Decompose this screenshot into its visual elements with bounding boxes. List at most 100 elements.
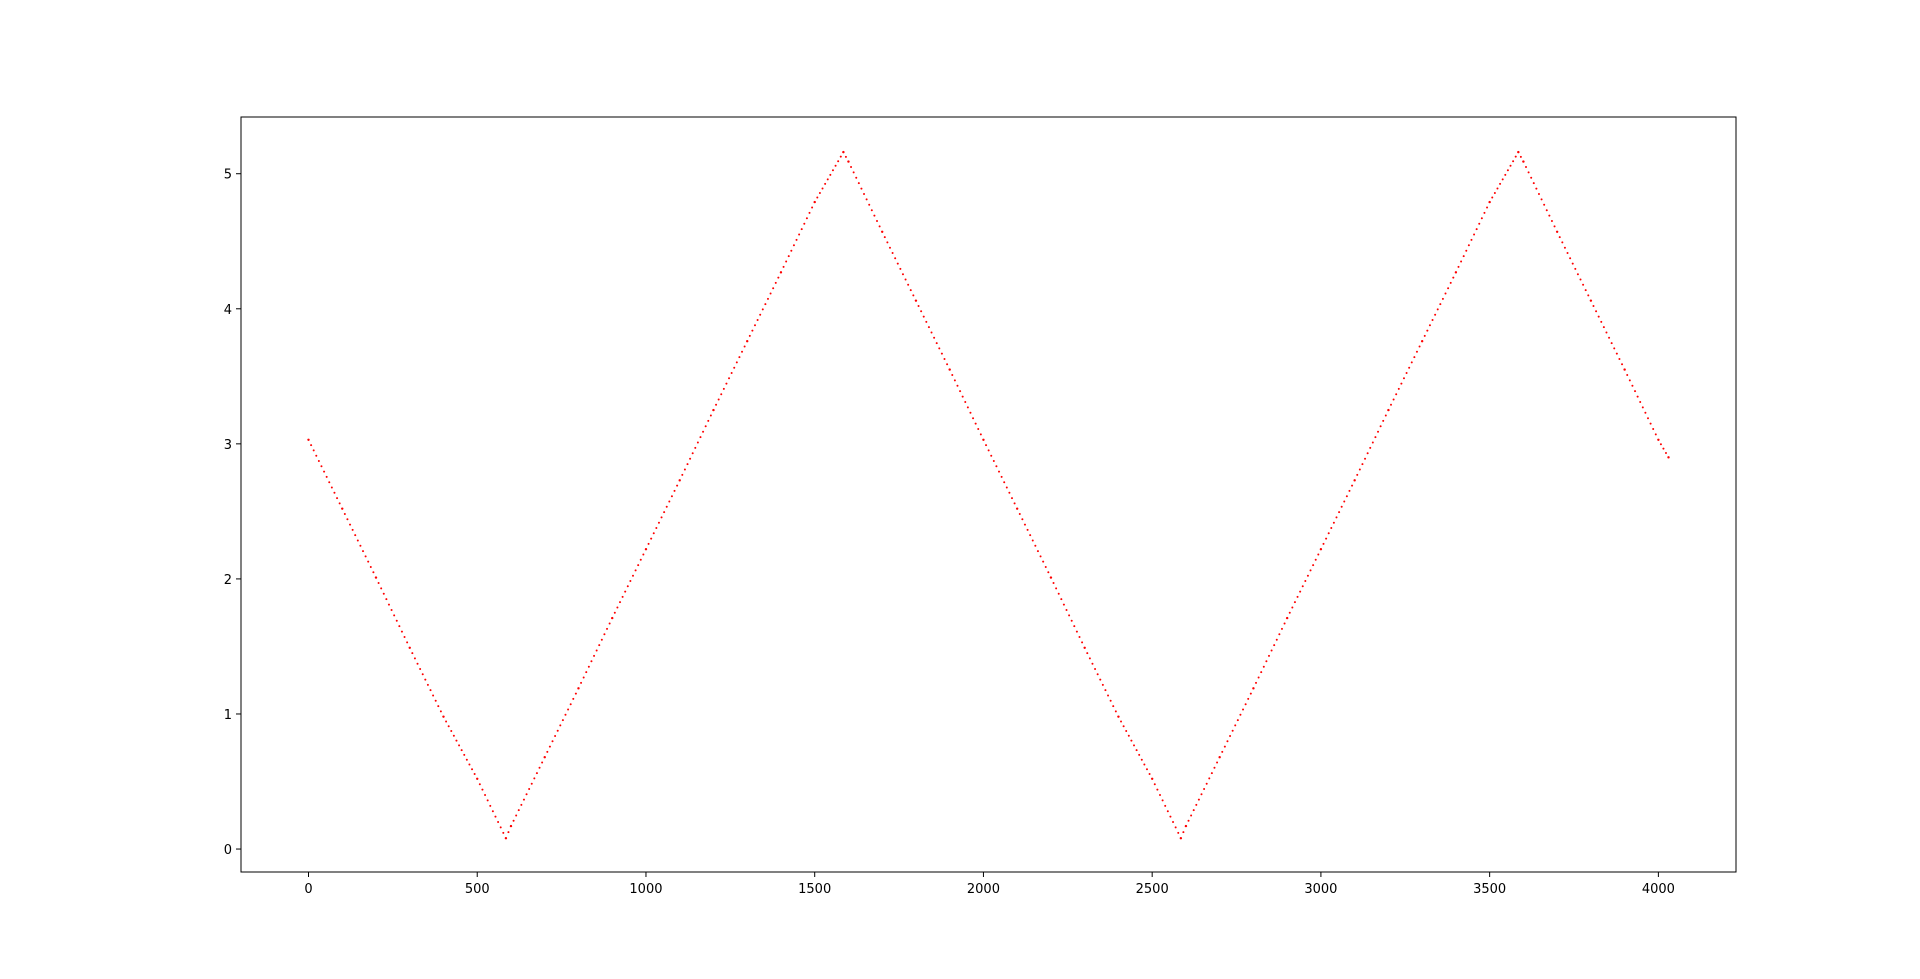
data-point xyxy=(380,587,383,590)
data-point xyxy=(730,371,733,374)
data-point xyxy=(883,236,886,239)
x-tick-label: 0 xyxy=(304,882,312,897)
data-point xyxy=(1517,150,1520,154)
data-point xyxy=(933,336,936,339)
data-point xyxy=(603,633,606,636)
data-point xyxy=(660,516,663,519)
data-point xyxy=(1558,236,1561,239)
data-point xyxy=(434,699,437,702)
data-point xyxy=(821,187,824,190)
data-point xyxy=(1641,406,1644,409)
data-point xyxy=(787,255,790,258)
data-point xyxy=(426,683,429,686)
data-point xyxy=(624,590,627,593)
data-point xyxy=(1221,750,1224,753)
data-point xyxy=(1216,761,1219,764)
data-point xyxy=(478,783,481,786)
data-point xyxy=(938,347,941,350)
data-point xyxy=(759,313,762,316)
data-point xyxy=(816,196,819,199)
data-point xyxy=(595,649,598,652)
data-point xyxy=(484,794,487,797)
data-point xyxy=(761,308,764,311)
data-point xyxy=(463,753,466,756)
data-point xyxy=(1563,246,1566,249)
data-point xyxy=(1182,831,1185,834)
data-point xyxy=(489,804,492,807)
data-point xyxy=(1133,744,1136,747)
data-point xyxy=(1639,400,1642,403)
data-point xyxy=(1460,260,1463,263)
data-point xyxy=(317,459,320,462)
data-point xyxy=(1364,457,1367,460)
data-point xyxy=(1602,326,1605,329)
data-point xyxy=(1626,373,1629,376)
data-point xyxy=(1003,481,1006,484)
data-point xyxy=(852,171,855,174)
data-point xyxy=(1319,548,1323,551)
data-point xyxy=(1275,638,1278,641)
data-point xyxy=(1540,198,1543,201)
data-point xyxy=(1015,507,1019,510)
data-point xyxy=(616,606,619,609)
data-point xyxy=(826,178,829,181)
data-point xyxy=(953,379,956,382)
data-point xyxy=(1410,361,1413,364)
data-point xyxy=(1153,783,1156,786)
data-point xyxy=(336,497,339,500)
data-point xyxy=(494,815,497,818)
data-point xyxy=(1475,228,1478,231)
data-point xyxy=(1465,249,1468,252)
data-point xyxy=(502,831,505,834)
data-point xyxy=(629,579,632,582)
data-point xyxy=(1509,164,1512,167)
data-point xyxy=(1462,255,1465,258)
data-point xyxy=(1200,793,1203,796)
data-point xyxy=(1029,534,1032,537)
data-point xyxy=(1646,417,1649,420)
data-point xyxy=(725,382,728,385)
data-point xyxy=(764,303,767,306)
x-tick-label: 4000 xyxy=(1642,882,1675,897)
data-point xyxy=(351,528,354,531)
data-point xyxy=(792,244,795,247)
data-point xyxy=(1096,673,1099,676)
data-point xyxy=(1561,241,1564,244)
data-point xyxy=(1057,592,1060,595)
data-point xyxy=(1062,603,1065,606)
data-point xyxy=(1473,233,1476,236)
data-point xyxy=(429,689,432,692)
data-point xyxy=(1667,456,1670,459)
data-point xyxy=(1091,662,1094,665)
data-point xyxy=(1197,798,1200,801)
data-point xyxy=(548,745,551,748)
data-point xyxy=(1283,622,1286,625)
data-point xyxy=(886,241,889,244)
data-point xyxy=(1402,377,1405,380)
data-point xyxy=(800,228,803,231)
axes-frame xyxy=(240,116,1737,873)
data-point xyxy=(912,294,915,297)
data-point xyxy=(813,200,816,204)
data-point xyxy=(1587,294,1590,297)
data-point xyxy=(1483,211,1486,214)
data-point xyxy=(403,635,406,638)
data-point xyxy=(1589,299,1593,302)
data-point xyxy=(1486,206,1489,209)
data-point xyxy=(598,644,601,647)
data-point xyxy=(756,319,759,322)
data-point xyxy=(504,837,508,840)
data-point xyxy=(1068,614,1071,617)
data-point xyxy=(364,555,367,558)
data-point xyxy=(891,251,894,254)
data-point xyxy=(1031,539,1034,542)
data-point xyxy=(702,430,705,433)
data-point xyxy=(1400,382,1403,385)
data-point xyxy=(1571,262,1574,265)
data-point xyxy=(1112,705,1115,708)
data-point xyxy=(850,165,853,168)
data-point xyxy=(450,730,453,733)
data-point xyxy=(979,433,982,436)
data-point xyxy=(1405,371,1408,374)
data-point xyxy=(1470,238,1473,241)
